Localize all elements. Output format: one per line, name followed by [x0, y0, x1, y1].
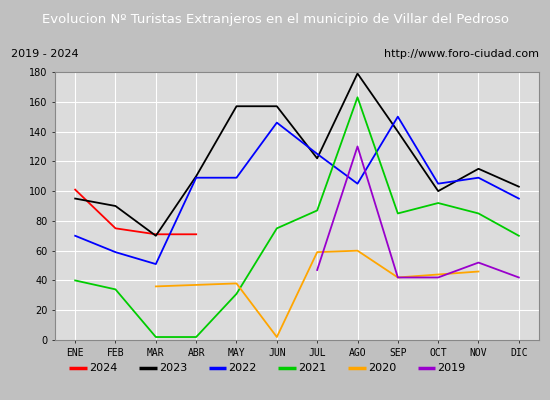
Text: Evolucion Nº Turistas Extranjeros en el municipio de Villar del Pedroso: Evolucion Nº Turistas Extranjeros en el … [41, 14, 509, 26]
Text: 2022: 2022 [228, 363, 257, 373]
Text: 2021: 2021 [298, 363, 326, 373]
Text: 2019: 2019 [437, 363, 465, 373]
Text: 2019 - 2024: 2019 - 2024 [11, 49, 79, 59]
Text: 2023: 2023 [158, 363, 187, 373]
Text: 2020: 2020 [367, 363, 396, 373]
Text: http://www.foro-ciudad.com: http://www.foro-ciudad.com [384, 49, 539, 59]
Text: 2024: 2024 [89, 363, 117, 373]
